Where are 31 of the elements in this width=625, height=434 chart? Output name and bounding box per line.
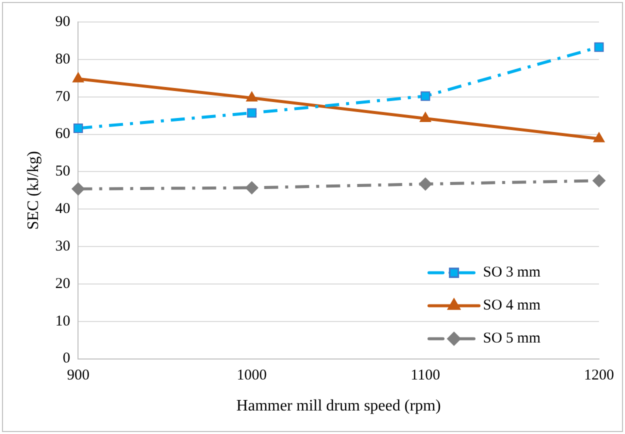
legend-label: SO 3 mm	[483, 264, 541, 281]
point	[246, 91, 258, 102]
point	[72, 182, 85, 196]
point	[420, 91, 430, 101]
x-tick-label: 1200	[584, 368, 614, 384]
y-tick-label: 10	[55, 313, 70, 330]
legend-label: SO 4 mm	[483, 298, 541, 314]
point	[420, 112, 432, 122]
point	[418, 178, 432, 191]
legend-label: SO 5 mm	[483, 330, 541, 347]
y-tick-label: 60	[55, 126, 70, 142]
y-tick-label: 0	[62, 350, 70, 367]
point	[593, 132, 605, 142]
y-tick-label: 50	[55, 164, 70, 180]
y-tick-label: 40	[55, 201, 70, 218]
y-axis-title: SEC (kJ/kg)	[24, 151, 42, 230]
point	[247, 108, 257, 118]
x-tick-label: 1000	[236, 368, 267, 384]
point	[592, 174, 606, 188]
point	[594, 42, 604, 52]
y-tick-label: 70	[55, 88, 70, 105]
y-tick-label: 20	[55, 276, 70, 292]
y-tick-label: 30	[55, 238, 70, 254]
point	[72, 72, 84, 82]
x-tick-label: 1100	[410, 368, 440, 384]
point	[245, 181, 258, 194]
x-tick-label: 900	[66, 368, 90, 384]
y-tick-label: 80	[55, 51, 70, 68]
x-axis-title: Hammer mill drum speed (rpm)	[236, 398, 441, 415]
y-tick-label: 90	[55, 14, 70, 30]
point	[73, 124, 83, 134]
